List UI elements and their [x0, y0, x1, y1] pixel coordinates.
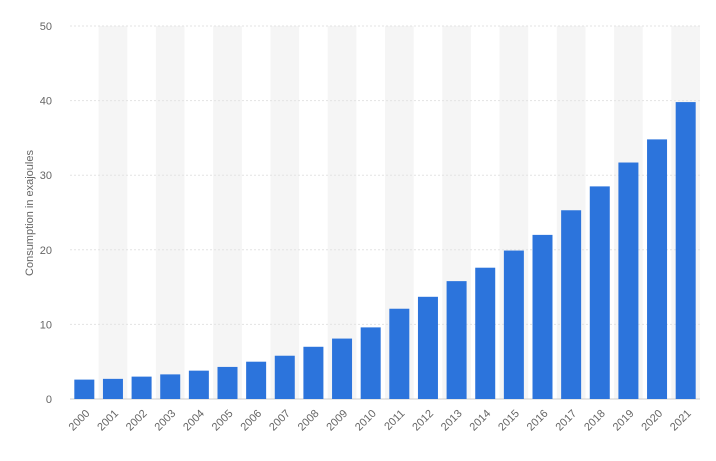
y-tick-label: 10: [40, 319, 52, 331]
x-tick-label: 2003: [153, 408, 179, 434]
bar-2011[interactable]: [389, 308, 410, 399]
bars: [74, 102, 696, 399]
bar-2012[interactable]: [417, 296, 438, 399]
bar-2013[interactable]: [446, 281, 467, 399]
x-tick-label: 2010: [353, 408, 379, 434]
bar-2002[interactable]: [131, 376, 152, 399]
x-tick-label: 2015: [496, 408, 522, 434]
bar-2006[interactable]: [246, 361, 267, 399]
band: [98, 26, 128, 399]
x-tick-label: 2019: [611, 408, 637, 434]
band: [270, 26, 300, 399]
x-tick-label: 2012: [410, 408, 436, 434]
bar-2021[interactable]: [675, 102, 696, 399]
bar-2004[interactable]: [188, 370, 209, 399]
y-tick-label: 40: [40, 96, 52, 108]
y-tick-label: 20: [40, 245, 52, 257]
bar-2000[interactable]: [74, 379, 95, 399]
bar-2014[interactable]: [475, 267, 496, 399]
y-axis-ticks: 0 10 20 30 40 50: [40, 21, 52, 406]
x-tick-label: 2008: [296, 408, 322, 434]
x-tick-label: 2018: [582, 408, 608, 434]
y-tick-label: 30: [40, 170, 52, 182]
bar-2018[interactable]: [589, 186, 610, 399]
x-tick-label: 2020: [639, 408, 665, 434]
x-tick-label: 2017: [553, 408, 579, 434]
bar-2010[interactable]: [360, 327, 381, 399]
x-tick-label: 2021: [668, 408, 694, 434]
x-tick-label: 2006: [238, 408, 264, 434]
bar-2015[interactable]: [503, 250, 524, 399]
x-tick-label: 2007: [267, 408, 293, 434]
bar-2001[interactable]: [102, 378, 123, 399]
band: [327, 26, 357, 399]
bar-2019[interactable]: [618, 162, 639, 399]
x-tick-label: 2011: [382, 408, 407, 433]
bar-2008[interactable]: [303, 346, 324, 399]
band: [155, 26, 185, 399]
bar-2017[interactable]: [561, 210, 582, 399]
x-tick-label: 2000: [67, 408, 93, 434]
bar-2009[interactable]: [332, 338, 353, 399]
bar-2005[interactable]: [217, 366, 238, 399]
x-axis-ticks: 2000 2001 2002 2003 2004 2005 2006 2007 2008 2009…: [67, 408, 694, 434]
bar-2003[interactable]: [160, 374, 181, 399]
y-tick-label: 0: [46, 394, 52, 406]
x-tick-label: 2013: [439, 408, 465, 434]
band: [213, 26, 242, 399]
x-tick-label: 2005: [210, 408, 236, 434]
bar-2020[interactable]: [647, 139, 668, 399]
bar-2007[interactable]: [274, 355, 295, 399]
x-tick-label: 2014: [468, 408, 494, 434]
x-tick-label: 2004: [181, 408, 207, 434]
x-tick-label: 2001: [95, 408, 121, 434]
y-tick-label: 50: [40, 21, 52, 33]
x-tick-label: 2016: [525, 408, 551, 434]
x-tick-label: 2009: [324, 408, 350, 434]
x-tick-label: 2002: [124, 408, 150, 434]
bar-2016[interactable]: [532, 234, 553, 399]
y-axis-label: Consumption in exajoules: [24, 150, 36, 276]
